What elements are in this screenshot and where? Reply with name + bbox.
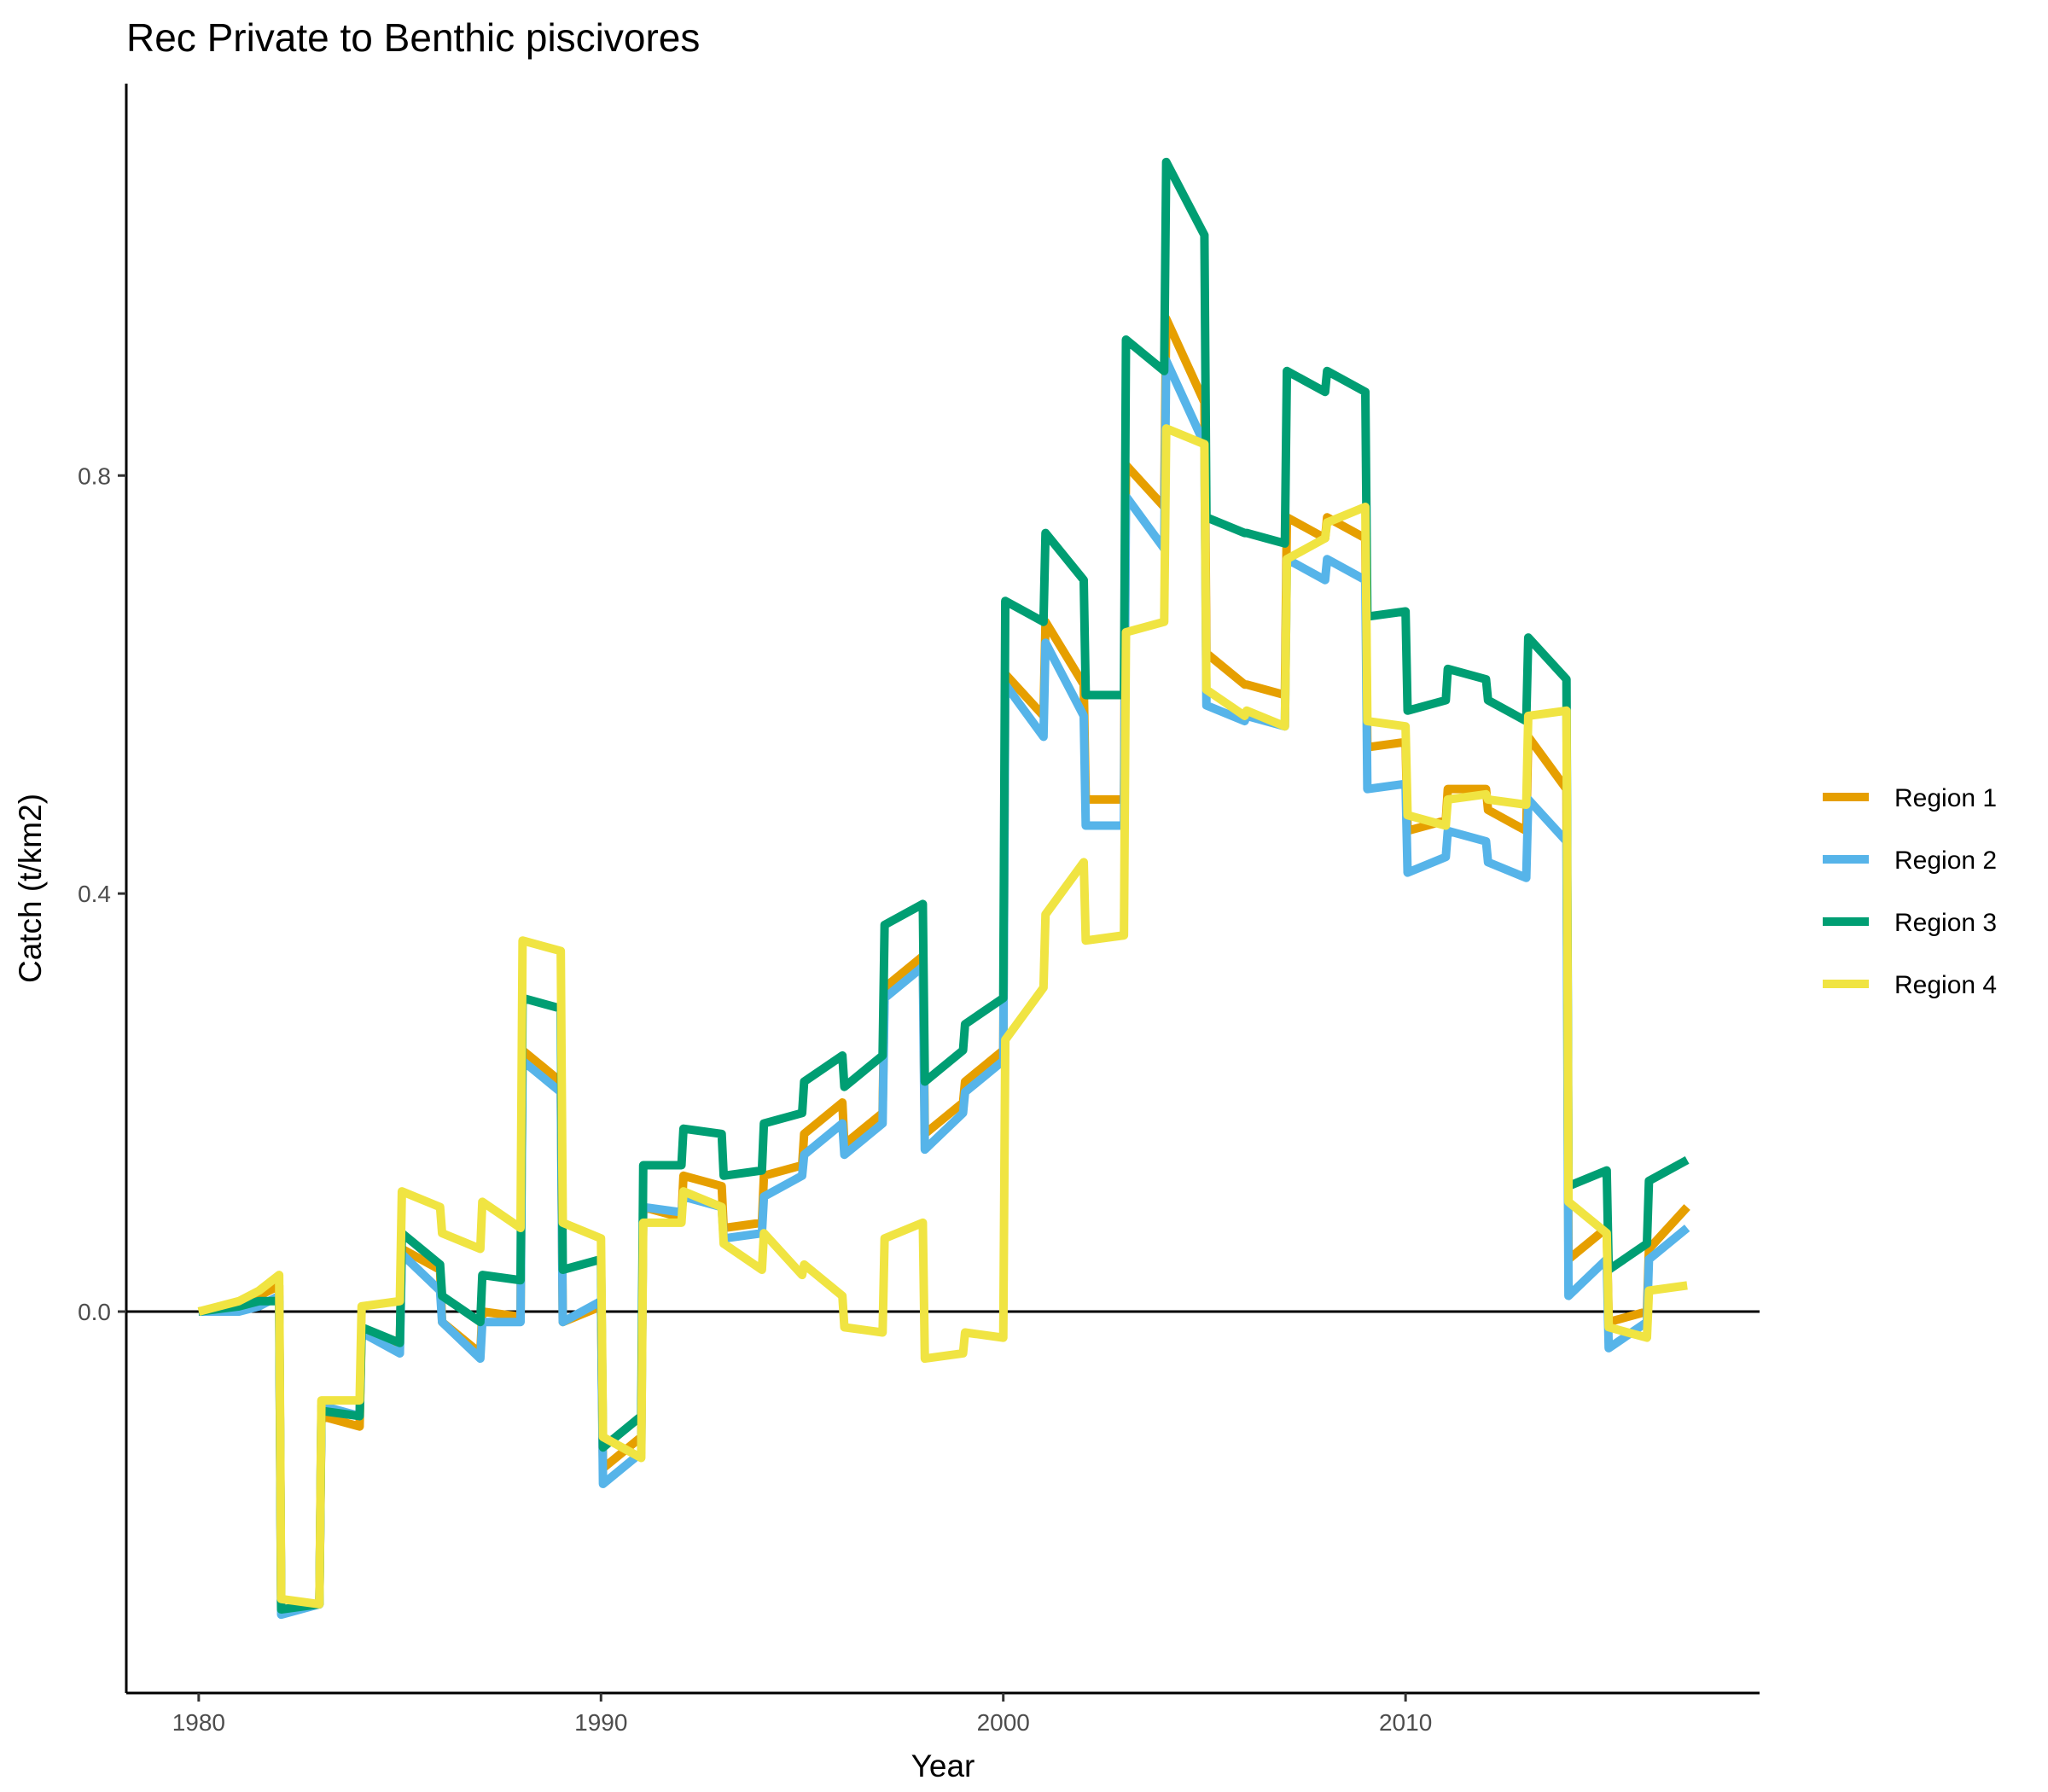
legend: Region 1 Region 2 Region 3 Region 4: [1823, 784, 1997, 999]
legend-label-region-2: Region 2: [1894, 847, 1997, 875]
series-line-region-2: [198, 356, 1690, 1620]
legend-label-region-4: Region 4: [1894, 971, 1997, 999]
x-axis-ticks: 1980 1990 2000 2010: [172, 1693, 1432, 1736]
y-tick-label: 0.0: [78, 1299, 111, 1325]
y-axis-ticks: 0.0 0.4 0.8: [78, 463, 126, 1325]
x-axis-title: Year: [911, 1748, 975, 1783]
legend-label-region-1: Region 1: [1894, 784, 1997, 812]
chart-title: Rec Private to Benthic piscivores: [126, 15, 700, 60]
y-axis-title: Catch (t/km2): [13, 794, 48, 983]
y-tick-label: 0.4: [78, 881, 111, 907]
series-line-region-4: [197, 424, 1688, 1609]
y-tick-label: 0.8: [78, 463, 111, 489]
series-line-region-3: [198, 157, 1690, 1615]
x-tick-label: 2000: [977, 1709, 1030, 1736]
x-tick-label: 1990: [574, 1709, 627, 1736]
x-tick-label: 2010: [1379, 1709, 1432, 1736]
x-tick-label: 1980: [172, 1709, 225, 1736]
plot-area: [126, 157, 1760, 1620]
legend-label-region-3: Region 3: [1894, 909, 1997, 937]
series-line-region-1: [198, 314, 1690, 1615]
